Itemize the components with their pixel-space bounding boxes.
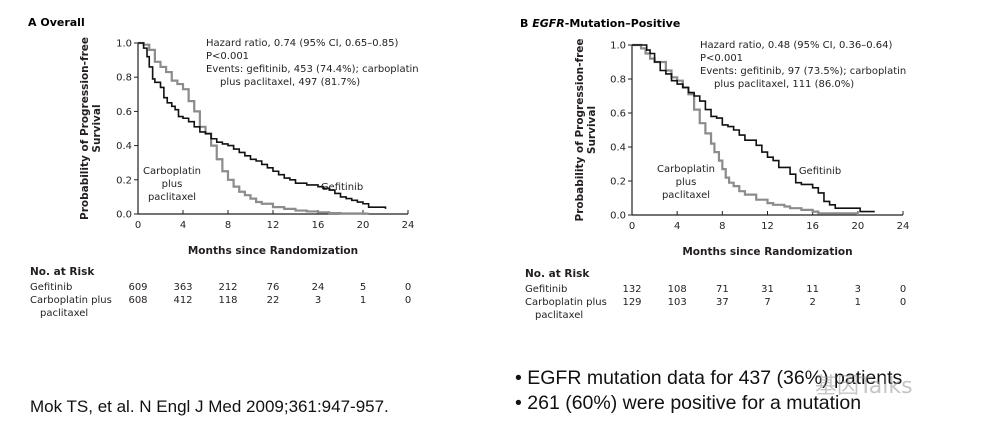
x-tick-label: 4 bbox=[674, 221, 680, 232]
y-tick-label: 1.0 bbox=[610, 41, 626, 52]
x-tick-label: 8 bbox=[225, 220, 231, 231]
risk-table-header: No. at Risk bbox=[525, 268, 590, 280]
risk-value: 37 bbox=[716, 297, 729, 308]
y-tick-label: 0.8 bbox=[116, 73, 132, 84]
y-tick-label: 0.6 bbox=[610, 109, 626, 120]
risk-value: 103 bbox=[668, 297, 687, 308]
x-tick-label: 0 bbox=[135, 220, 141, 231]
hazard-annotation-line: Events: gefitinib, 97 (73.5%); carboplat… bbox=[700, 66, 906, 77]
risk-value: 0 bbox=[405, 295, 411, 306]
curve-label-carboplatin: paclitaxel bbox=[662, 190, 710, 201]
risk-value: 5 bbox=[360, 282, 366, 293]
curve-label-carboplatin: plus bbox=[162, 179, 183, 190]
risk-value: 412 bbox=[173, 295, 192, 306]
risk-table-header: No. at Risk bbox=[30, 266, 95, 278]
x-tick-label: 4 bbox=[180, 220, 186, 231]
risk-value: 0 bbox=[405, 282, 411, 293]
curve-label-carboplatin: Carboplatin bbox=[657, 164, 715, 175]
risk-row-label: Carboplatin plus bbox=[525, 297, 607, 308]
risk-value: 1 bbox=[360, 295, 366, 306]
risk-value: 76 bbox=[267, 282, 280, 293]
risk-value: 0 bbox=[900, 284, 906, 295]
x-tick-label: 12 bbox=[761, 221, 774, 232]
risk-value: 1 bbox=[855, 297, 861, 308]
risk-value: 3 bbox=[315, 295, 321, 306]
hazard-annotation-line: plus paclitaxel, 497 (81.7%) bbox=[220, 77, 360, 88]
x-tick-label: 16 bbox=[806, 221, 819, 232]
y-tick-label: 0.0 bbox=[116, 210, 132, 221]
risk-value: 608 bbox=[128, 295, 147, 306]
risk-row-label: Carboplatin plus bbox=[30, 295, 112, 306]
y-tick-label: 0.2 bbox=[610, 177, 626, 188]
risk-value: 24 bbox=[312, 282, 325, 293]
bullet-text: 261 (60%) were positive for a mutation bbox=[527, 392, 862, 414]
hazard-annotation-line: Hazard ratio, 0.48 (95% CI, 0.36–0.64) bbox=[700, 40, 892, 51]
y-axis-title: Survival bbox=[586, 106, 598, 154]
risk-value: 31 bbox=[761, 284, 774, 295]
y-tick-label: 0.0 bbox=[610, 211, 626, 222]
risk-value: 118 bbox=[218, 295, 237, 306]
x-tick-label: 20 bbox=[357, 220, 370, 231]
hazard-annotation-line: plus paclitaxel, 111 (86.0%) bbox=[714, 79, 854, 90]
watermark: 基因Talks bbox=[815, 374, 913, 399]
curve-label-carboplatin: Carboplatin bbox=[143, 166, 201, 177]
x-tick-label: 16 bbox=[312, 220, 325, 231]
risk-value: 3 bbox=[855, 284, 861, 295]
risk-row-label: paclitaxel bbox=[40, 308, 88, 319]
y-axis-title: Survival bbox=[91, 104, 103, 152]
citation: Mok TS, et al. N Engl J Med 2009;361:947… bbox=[30, 397, 389, 416]
y-axis-title: Probability of Progression-free bbox=[574, 39, 586, 222]
bullet-text: EGFR mutation data for 437 (36%) patient… bbox=[527, 367, 903, 389]
panel-title: B EGFR-Mutation–Positive bbox=[520, 17, 680, 30]
risk-value: 212 bbox=[218, 282, 237, 293]
risk-value: 11 bbox=[806, 284, 819, 295]
x-tick-label: 24 bbox=[897, 221, 910, 232]
risk-value: 71 bbox=[716, 284, 729, 295]
bullet-icon: • bbox=[515, 367, 522, 389]
curve-label-gefitinib: Gefitinib bbox=[799, 166, 841, 177]
hazard-annotation-line: P<0.001 bbox=[206, 51, 249, 62]
risk-value: 129 bbox=[622, 297, 641, 308]
x-tick-label: 20 bbox=[851, 221, 864, 232]
risk-value: 7 bbox=[764, 297, 770, 308]
bullet-item: • 261 (60%) were positive for a mutation bbox=[515, 391, 902, 416]
panel-title: A Overall bbox=[28, 16, 85, 29]
y-tick-label: 1.0 bbox=[116, 39, 132, 50]
y-tick-label: 0.6 bbox=[116, 107, 132, 118]
x-tick-label: 0 bbox=[629, 221, 635, 232]
km-curve-carboplatin bbox=[138, 41, 369, 215]
hazard-annotation-line: Events: gefitinib, 453 (74.4%); carbopla… bbox=[206, 64, 419, 75]
y-axis-title: Probability of Progression-free bbox=[79, 37, 91, 220]
risk-value: 22 bbox=[267, 295, 280, 306]
risk-value: 2 bbox=[809, 297, 815, 308]
hazard-annotation-line: Hazard ratio, 0.74 (95% CI, 0.65–0.85) bbox=[206, 38, 398, 49]
x-axis-title: Months since Randomization bbox=[682, 246, 852, 258]
hazard-annotation-line: P<0.001 bbox=[700, 53, 743, 64]
x-tick-label: 12 bbox=[267, 220, 280, 231]
km-curve-gefitinib bbox=[632, 44, 875, 213]
curve-label-carboplatin: paclitaxel bbox=[148, 192, 196, 203]
risk-value: 609 bbox=[128, 282, 147, 293]
y-tick-label: 0.8 bbox=[610, 75, 626, 86]
bullet-list: • EGFR mutation data for 437 (36%) patie… bbox=[515, 366, 902, 416]
y-tick-label: 0.4 bbox=[610, 143, 626, 154]
risk-value: 132 bbox=[622, 284, 641, 295]
risk-row-label: Gefitinib bbox=[30, 282, 72, 293]
y-tick-label: 0.4 bbox=[116, 141, 132, 152]
km-curve-gefitinib bbox=[138, 42, 387, 209]
x-tick-label: 8 bbox=[719, 221, 725, 232]
risk-value: 363 bbox=[173, 282, 192, 293]
curve-label-gefitinib: Gefitinib bbox=[321, 182, 363, 193]
x-axis-title: Months since Randomization bbox=[188, 245, 358, 257]
risk-row-label: paclitaxel bbox=[535, 310, 583, 321]
bullet-item: • EGFR mutation data for 437 (36%) patie… bbox=[515, 366, 902, 391]
x-tick-label: 24 bbox=[402, 220, 415, 231]
bullet-icon: • bbox=[515, 392, 522, 414]
risk-value: 0 bbox=[900, 297, 906, 308]
y-tick-label: 0.2 bbox=[116, 175, 132, 186]
risk-row-label: Gefitinib bbox=[525, 284, 567, 295]
curve-label-carboplatin: plus bbox=[676, 177, 697, 188]
risk-value: 108 bbox=[668, 284, 687, 295]
